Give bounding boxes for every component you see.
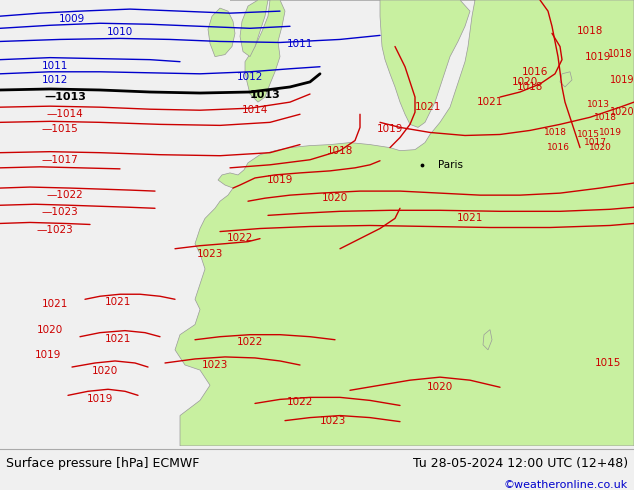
- Text: 1018: 1018: [543, 128, 567, 137]
- Text: 1013: 1013: [250, 90, 280, 100]
- Text: 1020: 1020: [427, 382, 453, 392]
- Text: 1021: 1021: [457, 214, 483, 223]
- Text: 1022: 1022: [237, 337, 263, 347]
- Text: 1020: 1020: [588, 143, 611, 152]
- Text: 1012: 1012: [237, 72, 263, 82]
- Text: 1021: 1021: [415, 102, 441, 112]
- Text: 1019: 1019: [598, 128, 621, 137]
- Text: 1019: 1019: [377, 124, 403, 134]
- Text: 1020: 1020: [92, 366, 118, 376]
- Text: 1018: 1018: [608, 49, 632, 59]
- Text: Paris: Paris: [438, 160, 463, 170]
- Text: 1015: 1015: [576, 130, 600, 139]
- Polygon shape: [380, 0, 470, 127]
- Text: 1021: 1021: [42, 299, 68, 309]
- Text: 1019: 1019: [610, 75, 634, 85]
- Polygon shape: [560, 72, 572, 87]
- Text: 1014: 1014: [242, 105, 268, 115]
- Text: 1021: 1021: [105, 297, 131, 307]
- Text: 1011: 1011: [42, 61, 68, 71]
- Text: 1019: 1019: [267, 175, 293, 185]
- Text: 1022: 1022: [287, 397, 313, 407]
- Text: —1013: —1013: [44, 92, 86, 102]
- Text: 1019: 1019: [35, 350, 61, 360]
- Text: 1019: 1019: [585, 51, 611, 62]
- Text: 1021: 1021: [477, 97, 503, 107]
- Text: —1023: —1023: [42, 207, 79, 218]
- Text: 1017: 1017: [583, 138, 607, 147]
- Text: 1010: 1010: [107, 27, 133, 37]
- Text: 1013: 1013: [586, 99, 609, 109]
- Text: 1023: 1023: [197, 249, 223, 259]
- Text: 1019: 1019: [87, 394, 113, 404]
- Text: Surface pressure [hPa] ECMWF: Surface pressure [hPa] ECMWF: [6, 457, 200, 470]
- Text: —1015: —1015: [42, 124, 79, 134]
- Text: 1018: 1018: [577, 26, 603, 36]
- Text: 1020: 1020: [322, 193, 348, 203]
- Text: 1012: 1012: [42, 75, 68, 85]
- Text: 1023: 1023: [202, 360, 228, 370]
- Text: Tu 28-05-2024 12:00 UTC (12+48): Tu 28-05-2024 12:00 UTC (12+48): [413, 457, 628, 470]
- Polygon shape: [245, 0, 285, 102]
- Polygon shape: [175, 0, 634, 446]
- Polygon shape: [240, 0, 268, 57]
- Text: 1020: 1020: [512, 77, 538, 87]
- Text: 1021: 1021: [105, 334, 131, 343]
- Text: 1018: 1018: [593, 113, 616, 122]
- Text: 1009: 1009: [59, 14, 85, 24]
- Text: —1014: —1014: [47, 109, 84, 119]
- Text: 1023: 1023: [320, 416, 346, 426]
- Text: —1023: —1023: [37, 224, 74, 235]
- Polygon shape: [483, 330, 492, 350]
- Text: 1022: 1022: [227, 233, 253, 243]
- Text: 1015: 1015: [595, 358, 621, 368]
- Polygon shape: [208, 8, 235, 57]
- Text: 1020: 1020: [37, 324, 63, 335]
- Text: 1016: 1016: [522, 67, 548, 77]
- Text: 1016: 1016: [547, 143, 569, 152]
- Text: 1020: 1020: [610, 107, 634, 117]
- Text: 1011: 1011: [287, 40, 313, 49]
- Text: —1017: —1017: [42, 155, 79, 165]
- Text: —1022: —1022: [47, 190, 84, 200]
- Text: 1018: 1018: [327, 146, 353, 156]
- Text: ©weatheronline.co.uk: ©weatheronline.co.uk: [503, 480, 628, 490]
- Text: 1018: 1018: [517, 82, 543, 92]
